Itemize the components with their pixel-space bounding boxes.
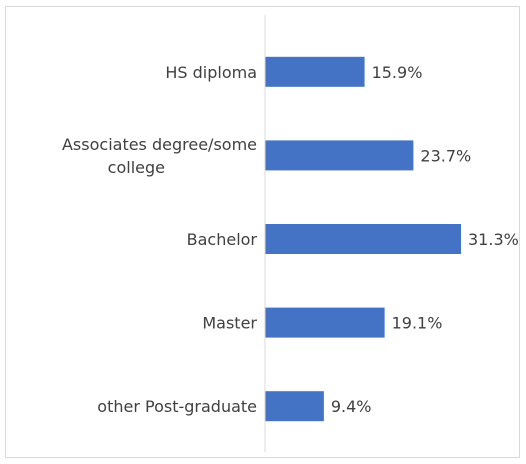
category-labels: HS diploma Associates degree/some college B… bbox=[62, 63, 257, 416]
bars-layer bbox=[265, 56, 461, 422]
category-label-2: Bachelor bbox=[187, 230, 258, 249]
category-label-0-line-0: HS diploma bbox=[165, 63, 257, 82]
data-label-4: 9.4% bbox=[331, 397, 372, 416]
category-label-3-line-0: Master bbox=[202, 314, 257, 333]
bar-1 bbox=[265, 140, 414, 171]
data-label-2: 31.3% bbox=[468, 230, 519, 249]
data-label-0: 15.9% bbox=[372, 63, 423, 82]
category-label-1-line-0: Associates degree/some bbox=[62, 135, 257, 154]
category-label-3: Master bbox=[202, 314, 257, 333]
category-label-1-line-1: college bbox=[108, 158, 165, 177]
category-label-2-line-0: Bachelor bbox=[187, 230, 258, 249]
data-labels: 15.9% 23.7% 31.3% 19.1% 9.4% bbox=[331, 63, 519, 416]
category-label-1: Associates degree/some college bbox=[62, 135, 257, 177]
data-label-3: 19.1% bbox=[392, 314, 443, 333]
category-label-0: HS diploma bbox=[165, 63, 257, 82]
category-label-4: other Post-graduate bbox=[97, 397, 257, 416]
bar-3 bbox=[265, 307, 385, 338]
bar-2 bbox=[265, 224, 461, 254]
bar-4 bbox=[265, 391, 324, 422]
data-label-1: 23.7% bbox=[420, 146, 471, 165]
category-label-4-line-0: other Post-graduate bbox=[97, 397, 257, 416]
bar-0 bbox=[265, 56, 365, 87]
